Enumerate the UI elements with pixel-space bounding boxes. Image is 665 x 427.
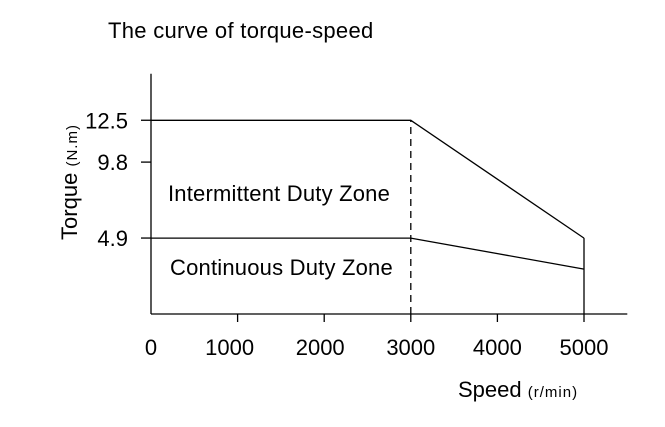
x-tick-label: 4000	[473, 335, 522, 360]
x-tick-label: 2000	[296, 335, 345, 360]
x-tick-label: 0	[145, 335, 157, 360]
continuous-duty-zone-label: Continuous Duty Zone	[170, 255, 393, 280]
intermittent-torque-curve	[151, 119, 585, 239]
y-axis-label-text: Torque	[57, 172, 82, 240]
x-axis-label-text: Speed	[458, 377, 522, 402]
y-axis-label: Torque (N.m)	[57, 117, 85, 247]
x-axis-label: Speed (r/min)	[458, 377, 578, 403]
x-axis-unit: (r/min)	[527, 384, 579, 401]
intermittent-duty-zone-label: Intermittent Duty Zone	[168, 181, 391, 206]
x-tick-label: 1000	[205, 335, 254, 360]
x-tick-label: 3000	[386, 335, 435, 360]
x-tick-label: 5000	[560, 335, 609, 360]
continuous-torque-curve	[151, 237, 585, 270]
y-tick-label: 12.5	[85, 108, 128, 133]
chart-title: The curve of torque-speed	[108, 18, 374, 43]
y-tick-label: 9.8	[97, 150, 128, 175]
y-axis-unit: (N.m)	[64, 124, 81, 167]
y-tick-label: 4.9	[97, 226, 128, 251]
